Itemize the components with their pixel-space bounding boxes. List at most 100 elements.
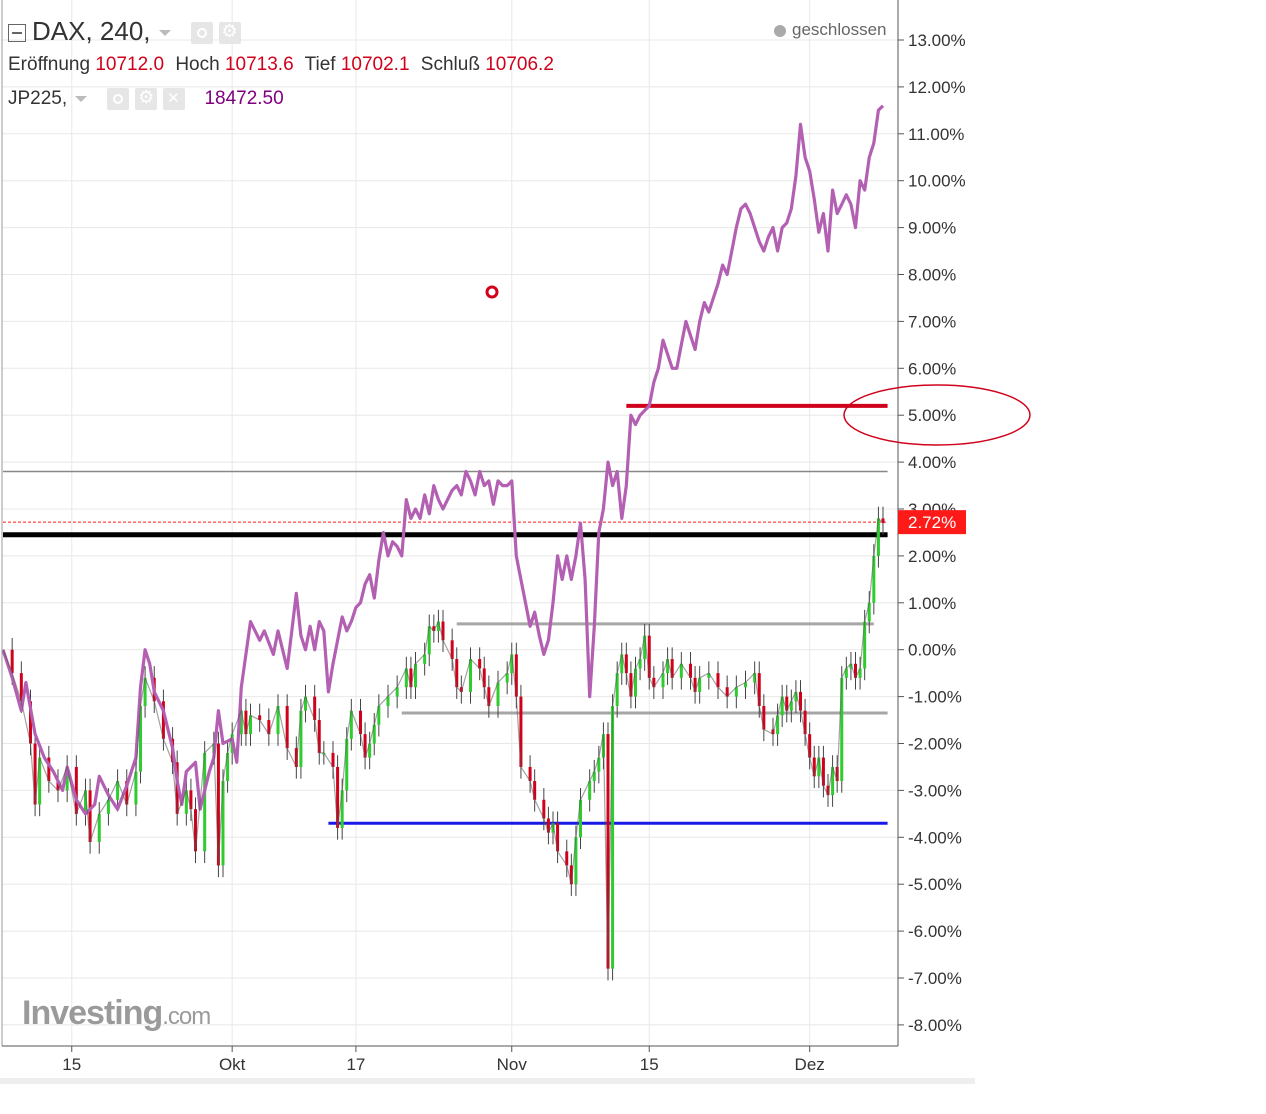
candle-body	[546, 818, 550, 833]
candle-body	[574, 837, 578, 885]
y-tick-label: -1.00%	[908, 688, 962, 707]
candle-body	[744, 682, 747, 688]
open-value: 10712.0	[95, 54, 165, 75]
compare-symbol: JP225,	[8, 88, 68, 110]
candle-body	[313, 696, 317, 721]
y-tick-label: -4.00%	[908, 828, 962, 847]
candle-body	[38, 757, 42, 805]
candle-body	[620, 654, 624, 674]
candle-body	[496, 682, 500, 706]
y-tick-label: 12.00%	[908, 78, 966, 97]
candle-body	[285, 705, 289, 749]
candle-body	[65, 766, 69, 791]
last-price-box	[898, 510, 966, 535]
bottom-scrollbar[interactable]	[0, 1078, 975, 1084]
candle-body	[221, 781, 225, 866]
candle-body	[276, 705, 280, 735]
chevron-down-icon[interactable]	[75, 96, 88, 102]
candle-body	[881, 518, 885, 524]
eye-icon[interactable]	[107, 88, 130, 110]
candle-body	[258, 715, 262, 721]
close-label: Schluß	[420, 54, 480, 75]
y-tick-label: -7.00%	[908, 969, 962, 988]
y-tick-label: 2.00%	[908, 547, 956, 566]
candle-body	[395, 687, 399, 697]
candle-body	[97, 813, 101, 842]
candle-body	[249, 715, 252, 735]
y-tick-label: 4.00%	[908, 453, 956, 472]
candle-body	[414, 663, 417, 688]
candle-body	[817, 757, 821, 777]
low-label: Tief	[304, 54, 336, 75]
dax-line	[2, 517, 884, 969]
candle-body	[826, 785, 830, 796]
y-tick-label: 9.00%	[908, 219, 956, 238]
candle-body	[629, 673, 633, 697]
collapse-icon[interactable]	[8, 24, 26, 43]
candle-body	[528, 766, 532, 782]
open-label: Eröffnung	[8, 54, 91, 75]
candle-body	[565, 851, 569, 866]
candle-body	[56, 781, 60, 791]
y-tick-label: 13.00%	[908, 31, 966, 50]
candle-body	[588, 781, 592, 800]
close-icon[interactable]	[163, 88, 186, 110]
candle-body	[331, 752, 335, 767]
x-tick-label: Dez	[795, 1055, 825, 1074]
last-price-marker: 2.72%	[898, 510, 966, 535]
candle-body	[134, 771, 138, 805]
candle-body	[29, 701, 32, 744]
y-tick-label: 11.00%	[908, 125, 964, 144]
candle-body	[542, 799, 546, 819]
y-tick-label: 8.00%	[908, 266, 956, 285]
candle-body	[88, 790, 92, 842]
low-value: 10702.1	[340, 54, 410, 75]
y-tick-label: -5.00%	[908, 875, 962, 894]
candle-body	[854, 663, 857, 678]
ohlc-row: Eröffnung 10712.0 Hoch 10713.6 Tief 1070…	[8, 54, 560, 76]
symbol-label: DAX, 240,	[32, 16, 151, 46]
candle-body	[10, 649, 14, 674]
candle-body	[849, 663, 853, 669]
candle-body	[776, 715, 780, 735]
candle-body	[377, 705, 381, 725]
market-status: geschlossen	[774, 20, 887, 40]
candle-body	[661, 673, 665, 688]
candle-body	[757, 673, 761, 706]
grid	[2, 0, 898, 1046]
candle-body	[372, 724, 376, 744]
candle-body	[161, 701, 165, 739]
candle-body	[716, 673, 720, 688]
candle-body	[359, 710, 362, 735]
candle-body	[844, 668, 848, 678]
chevron-down-icon[interactable]	[158, 30, 171, 37]
candle-body	[812, 757, 816, 777]
candle-body	[106, 799, 110, 814]
eye-icon[interactable]	[190, 22, 213, 45]
candle-body	[478, 659, 482, 669]
candle-body	[753, 673, 757, 683]
candle-body	[707, 673, 711, 678]
gear-icon[interactable]	[218, 21, 241, 45]
candle-body	[698, 677, 702, 692]
candle-body	[267, 720, 271, 735]
candle-body	[189, 790, 193, 810]
candle-body	[863, 621, 867, 669]
last-price-label: 2.72%	[908, 513, 956, 532]
candle-body	[840, 677, 844, 782]
gear-icon[interactable]	[135, 87, 158, 110]
candle-body	[226, 752, 230, 782]
candle-body	[340, 790, 344, 828]
y-tick-label: 10.00%	[908, 172, 966, 191]
high-value: 10713.6	[224, 54, 294, 75]
x-tick-label: 17	[346, 1055, 365, 1074]
candle-body	[432, 626, 436, 631]
candle-body	[693, 677, 697, 692]
candle-body	[611, 705, 615, 969]
candle-body	[482, 668, 486, 688]
header-symbol-row: DAX, 240,	[8, 16, 241, 47]
candle-body	[386, 696, 390, 706]
marker-dot	[485, 285, 499, 299]
x-tick-label: 15	[62, 1055, 81, 1074]
